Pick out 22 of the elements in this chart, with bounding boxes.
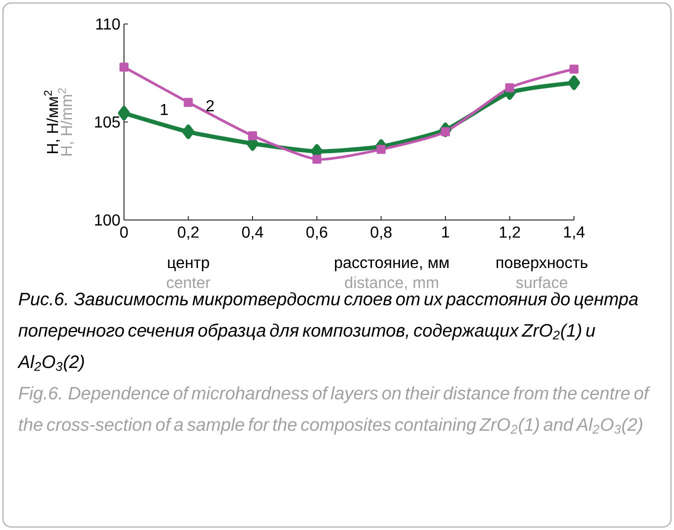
x-tick-label: 0 [120, 226, 128, 238]
x-tick-label: 0,2 [178, 226, 199, 240]
x-tick-label: 1 [442, 226, 450, 238]
text: center [166, 278, 210, 288]
series-label: 1 [160, 104, 168, 115]
text: центр [168, 259, 210, 272]
x-tick-label: 0,8 [370, 226, 392, 240]
x-tick-label: 0,6 [306, 226, 328, 240]
text: surface [516, 276, 568, 288]
text: Fig.6. Dependence of microhardness of layers on their distance from the centre of the cross-section of a sample for the composites containing ZrO$_{2}$(1) and Al$_{2}$O$_{3}$(2) [18, 386, 650, 434]
text: поверхность [496, 259, 588, 272]
chart-title: Рис.6. Зависимость микротвердости слоев от их расстояния до центра поперечного сечения образца для композитов, содержащих ZrO$_{2}$(1) и Al$_{2}$O$_{3}$(2) [17, 292, 638, 372]
y-tick-label: 110 [96, 18, 120, 30]
series-label: 2 [206, 100, 214, 112]
x-tick-label: 1,4 [564, 226, 585, 240]
y-axis-title: Н, Н/мм$^{2}$ [44, 90, 60, 154]
x-tick-label: 0,4 [242, 226, 264, 240]
x-tick-label: 1,2 [500, 226, 520, 240]
x-axis-title: расстояние, мм [334, 259, 448, 272]
y-tick-label: 105 [95, 116, 120, 128]
text: distance, mm [345, 276, 438, 290]
y-tick-label: 100 [95, 214, 120, 226]
